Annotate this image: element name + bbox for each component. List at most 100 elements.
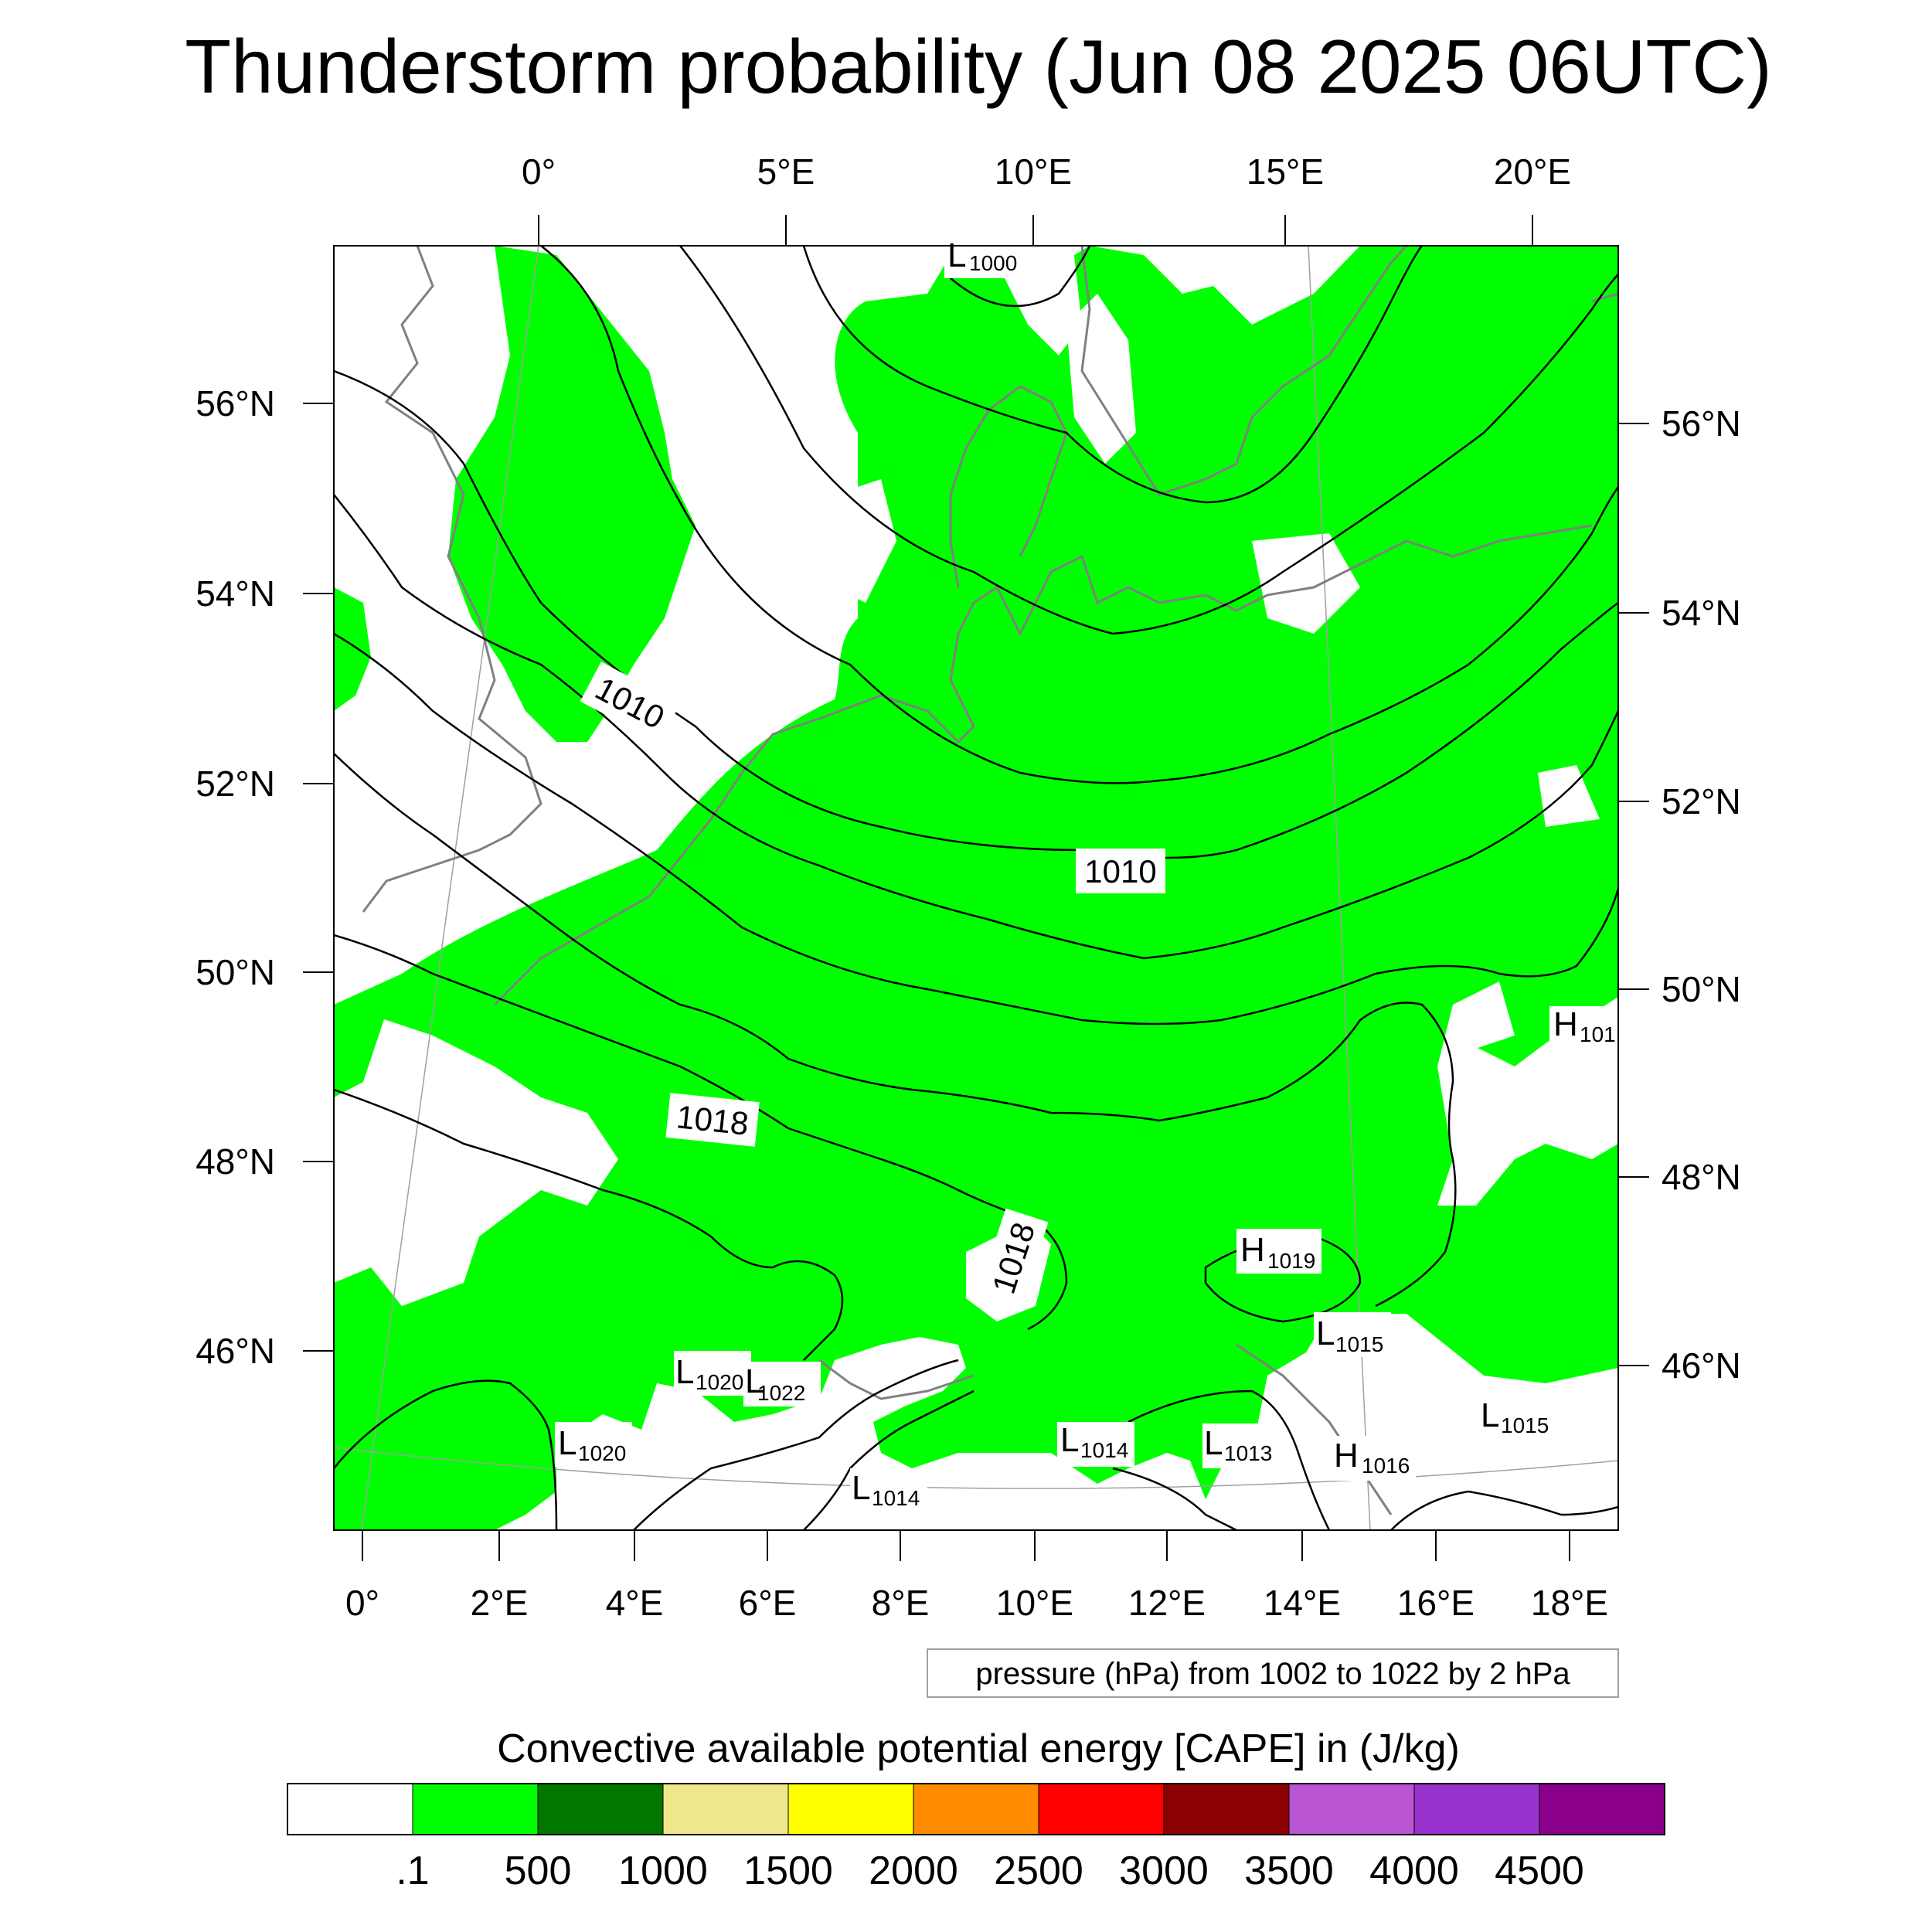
right-lat-axis xyxy=(1618,423,1649,1366)
left-lat-label: 52°N xyxy=(196,764,275,804)
left-lat-label: 50°N xyxy=(196,952,275,992)
colorbar-outline xyxy=(287,1783,1665,1835)
bottom-lon-label: 18°E xyxy=(1531,1583,1608,1623)
marker-letter: H xyxy=(1334,1437,1359,1475)
colorbar-swatch xyxy=(1413,1783,1540,1835)
right-lat-label: 54°N xyxy=(1662,593,1741,633)
isobar-1020 xyxy=(334,1379,558,1530)
colorbar-swatch xyxy=(913,1783,1039,1835)
isobar-1008 xyxy=(540,246,1618,784)
left-lat-label: 54°N xyxy=(196,573,275,614)
marker-value: 1014 xyxy=(872,1486,920,1510)
pressure-center-low-1014-east: L 1014 xyxy=(1057,1421,1134,1467)
colorbar-label: .1 xyxy=(396,1849,429,1893)
marker-letter: H xyxy=(1553,1005,1578,1043)
marker-letter: L xyxy=(947,236,966,274)
marker-letter: L xyxy=(1481,1396,1499,1434)
map-panel: 1010 1010 1018 1018 L 1000 xyxy=(333,236,1619,1531)
pressure-center-low-1020-south: L 1020 xyxy=(555,1422,632,1467)
coast-ligurian xyxy=(818,1359,975,1400)
isobar-label-box xyxy=(580,662,681,743)
top-lon-label: 5°E xyxy=(757,151,815,192)
bottom-lon-label: 10°E xyxy=(996,1583,1073,1623)
bottom-lon-label: 6°E xyxy=(739,1583,797,1623)
isobar-label-text: 1018 xyxy=(675,1098,750,1142)
colorbar-label: 500 xyxy=(505,1849,572,1893)
marker-value: 101 xyxy=(1580,1022,1616,1046)
bottom-lon-label: 14°E xyxy=(1264,1583,1341,1623)
pressure-center-low-1000: L 1000 xyxy=(944,236,1037,278)
right-lat-label: 56°N xyxy=(1662,403,1741,444)
isobar-alpine-1 xyxy=(633,1359,959,1530)
meridian-0 xyxy=(361,246,539,1530)
bottom-lon-label: 4°E xyxy=(606,1583,664,1623)
marker-letter: L xyxy=(1204,1424,1223,1462)
isobar-1012 xyxy=(334,494,1618,960)
marker-value: 1015 xyxy=(1501,1413,1549,1437)
top-lon-axis xyxy=(538,215,1533,246)
isobar-1004 xyxy=(802,246,1423,504)
colorbar-label: 3000 xyxy=(1119,1849,1209,1893)
left-lat-label: 56°N xyxy=(196,383,275,423)
left-lat-axis xyxy=(303,403,334,1352)
pressure-center-low-1022: L 1022 xyxy=(743,1362,821,1406)
marker-value: 1013 xyxy=(1224,1441,1272,1465)
map-title: Thunderstorm probability (Jun 08 2025 06… xyxy=(185,24,1772,109)
bottom-lon-labels: 0° 2°E 4°E 6°E 8°E 10°E 12°E 14°E 16°E 1… xyxy=(345,1583,1608,1623)
isobar-alpine-2 xyxy=(803,1389,975,1530)
isobar-label-text: 1010 xyxy=(1084,853,1156,889)
colorbar-swatch xyxy=(412,1783,539,1835)
cape-gap-czech xyxy=(1453,981,1515,1051)
colorbar-title: Convective available potential energy [C… xyxy=(497,1726,1460,1771)
colorbar-swatch xyxy=(662,1783,789,1835)
marker-letter: L xyxy=(1060,1421,1079,1459)
colorbar-label: 3500 xyxy=(1244,1849,1334,1893)
coast-finland xyxy=(1591,292,1618,303)
coast-continent xyxy=(493,524,1593,1006)
pressure-center-high-101: H 101 xyxy=(1549,1005,1618,1046)
isobar-south-3 xyxy=(1390,1490,1618,1530)
pressure-center-low-1015-north: L 1015 xyxy=(1314,1312,1391,1357)
colorbar-swatch xyxy=(787,1783,914,1835)
left-lat-label: 46°N xyxy=(196,1331,275,1371)
cape-gap-poland-east xyxy=(1538,765,1600,827)
marker-letter: L xyxy=(675,1353,694,1391)
marker-box xyxy=(1478,1397,1555,1442)
marker-box xyxy=(1202,1423,1280,1468)
bottom-lon-label: 0° xyxy=(345,1583,379,1623)
isobar-1010 xyxy=(334,369,1618,859)
marker-value: 1000 xyxy=(969,251,1017,275)
isobar-label-1010-center: 1010 xyxy=(1076,849,1165,893)
marker-letter: L xyxy=(558,1424,577,1462)
coast-adriatic xyxy=(1236,1343,1393,1515)
marker-box xyxy=(1057,1422,1134,1467)
marker-box xyxy=(1236,1229,1321,1274)
top-lon-label: 10°E xyxy=(995,151,1072,192)
bottom-lon-axis xyxy=(362,1530,1570,1561)
isobar-label-box xyxy=(1076,849,1165,893)
colorbar-label: 2000 xyxy=(869,1849,958,1893)
isobar-1016 xyxy=(334,753,1457,1308)
coast-denmark xyxy=(949,385,1068,588)
right-lat-label: 46°N xyxy=(1662,1345,1741,1386)
colorbar-swatches xyxy=(287,1783,1665,1835)
colorbar-label: 4500 xyxy=(1495,1849,1584,1893)
cape-gap-jutland xyxy=(1066,294,1136,464)
pressure-center-low-1014-south: L 1014 xyxy=(850,1468,927,1513)
cape-gap-poland xyxy=(1252,533,1360,634)
marker-letter: L xyxy=(745,1362,764,1400)
isobar-1000 xyxy=(950,246,1091,308)
colorbar-label: 4000 xyxy=(1369,1849,1459,1893)
colorbar-swatch xyxy=(287,1783,413,1835)
isobar-1018-b xyxy=(334,1088,844,1361)
marker-box xyxy=(944,246,1037,278)
marker-value: 1015 xyxy=(1335,1332,1383,1356)
top-lon-labels: 0° 5°E 10°E 15°E 20°E xyxy=(522,151,1571,192)
cape-gap-netherlands xyxy=(835,479,896,603)
marker-box xyxy=(850,1468,927,1513)
pressure-center-high-1019: H 1019 xyxy=(1236,1229,1321,1274)
isobar-labels: 1010 1010 1018 1018 xyxy=(580,662,1165,1308)
bottom-lon-label: 12°E xyxy=(1128,1583,1206,1623)
right-lat-labels: 56°N 54°N 52°N 50°N 48°N 46°N xyxy=(1662,403,1741,1386)
